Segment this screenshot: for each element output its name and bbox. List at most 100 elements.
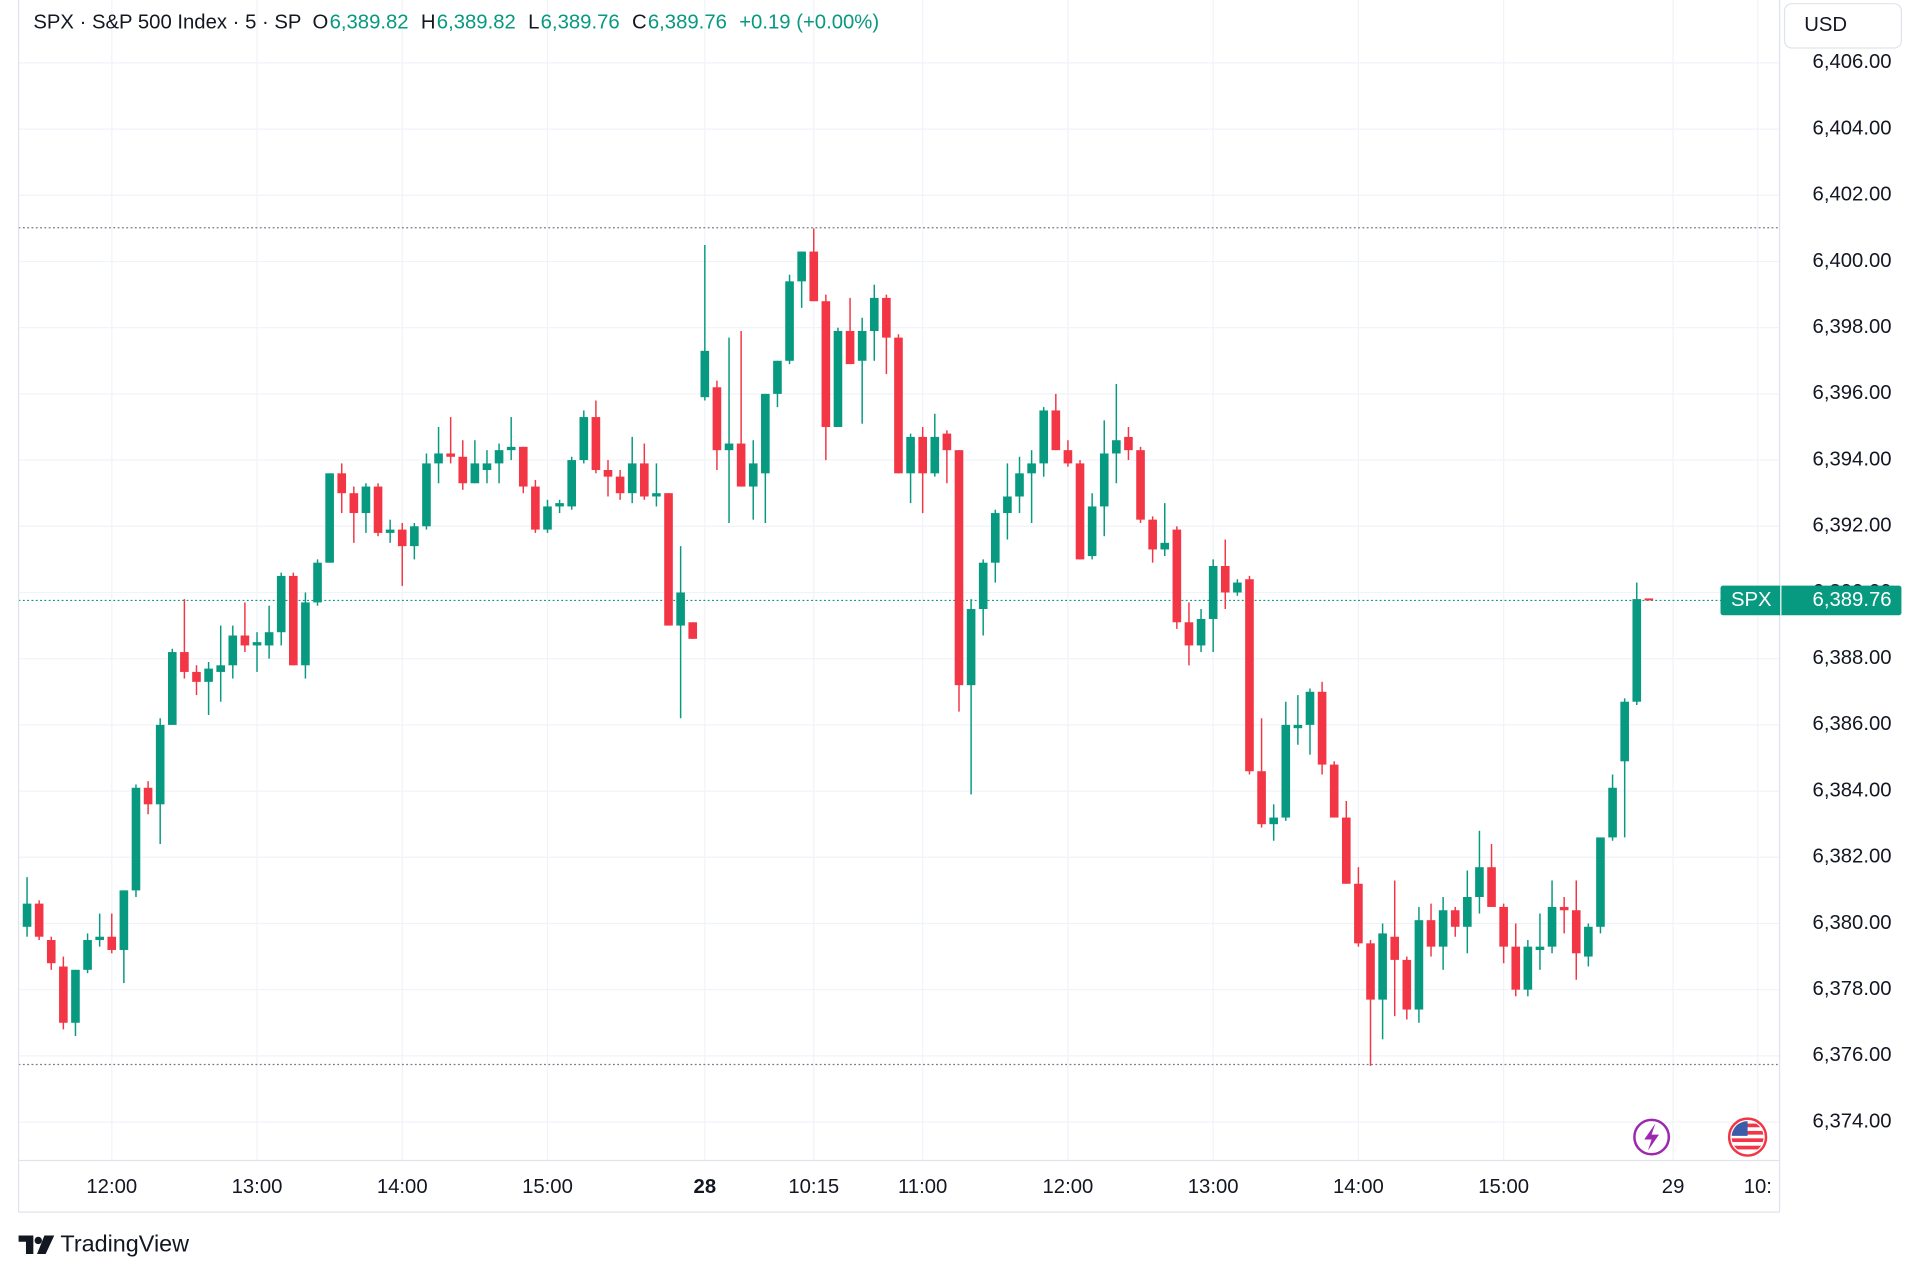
- candle-body: [785, 281, 794, 361]
- candle-body: [1233, 582, 1242, 593]
- candle-body: [119, 890, 129, 950]
- x-tick-label: 14:00: [377, 1176, 428, 1198]
- candle-body: [942, 433, 952, 451]
- candle-body: [1305, 691, 1315, 725]
- candle-body: [143, 787, 153, 805]
- legend-field-value: 6,389.82: [330, 12, 409, 34]
- candle-body: [337, 473, 347, 494]
- candle-body: [1608, 787, 1617, 838]
- candle-body: [1196, 618, 1206, 646]
- country-flag-icon[interactable]: [1727, 1117, 1768, 1157]
- brand-logo: [18, 1235, 55, 1255]
- candle-body: [652, 493, 661, 497]
- candle-body: [1390, 936, 1400, 960]
- candle-body: [1426, 920, 1436, 947]
- candle-body: [1571, 910, 1581, 954]
- candle-body: [192, 671, 201, 682]
- legend-field-value: 6,389.76: [541, 12, 620, 34]
- candle-body: [1027, 463, 1036, 474]
- candle-body: [1559, 906, 1569, 911]
- last-price-box: [1720, 585, 1902, 616]
- candle-body: [906, 436, 915, 474]
- candle-body: [990, 513, 1000, 563]
- candle-body: [482, 463, 492, 471]
- candle-body: [821, 301, 831, 427]
- candle-body: [1414, 920, 1424, 1010]
- x-tick-label: 12:00: [86, 1176, 137, 1198]
- candle-body: [1450, 910, 1460, 927]
- y-tick-label: 6,378.00: [1813, 978, 1892, 1000]
- y-tick-label: 6,396.00: [1813, 382, 1892, 404]
- y-tick-label: 6,376.00: [1813, 1044, 1892, 1066]
- candle-body: [204, 668, 213, 682]
- candle-body: [748, 463, 758, 487]
- y-tick-label: 6,392.00: [1813, 515, 1892, 537]
- candle-body: [603, 470, 613, 477]
- candle-body: [1099, 453, 1109, 507]
- candle-body: [797, 251, 806, 282]
- candle-body: [615, 476, 625, 494]
- candle-body: [567, 460, 576, 507]
- candle-body: [373, 486, 383, 533]
- candle-body: [325, 473, 334, 563]
- candle-body: [640, 463, 649, 497]
- candle-body: [155, 724, 165, 805]
- legend-field-label: H: [421, 12, 436, 34]
- y-tick-label: 6,404.00: [1813, 117, 1892, 139]
- candle-body: [1051, 410, 1061, 451]
- event-icon[interactable]: [1633, 1118, 1671, 1156]
- candle-body: [167, 652, 177, 725]
- candle-body: [882, 297, 891, 338]
- x-tick-label: 10:: [1744, 1176, 1772, 1198]
- currency-box[interactable]: [1783, 3, 1903, 49]
- candle-body: [1378, 933, 1387, 1000]
- candle-body: [349, 493, 359, 514]
- candle-body: [22, 903, 32, 927]
- candle-body: [869, 297, 879, 331]
- candle-body: [833, 330, 843, 427]
- candle-body: [857, 330, 867, 361]
- candle-body: [83, 940, 92, 970]
- candle-body: [1293, 724, 1303, 729]
- y-tick-label: 6,406.00: [1813, 51, 1892, 73]
- candle-body: [264, 632, 274, 646]
- candle-body: [1366, 943, 1375, 1000]
- candle-body: [1003, 496, 1012, 514]
- candle-body: [1487, 867, 1496, 907]
- candle-body: [954, 450, 964, 686]
- y-tick-label: 6,402.00: [1813, 184, 1892, 206]
- x-tick-label: 13:00: [1188, 1176, 1239, 1198]
- x-tick-label: 12:00: [1043, 1176, 1094, 1198]
- candle-body: [1317, 691, 1327, 765]
- legend-field-label: O: [313, 12, 329, 34]
- candle-body: [216, 665, 226, 672]
- x-tick-label: 15:00: [522, 1176, 573, 1198]
- y-tick-label: 6,382.00: [1813, 846, 1892, 868]
- candle-body: [446, 453, 455, 457]
- candle-body: [1075, 463, 1085, 560]
- currency[interactable]: USD: [1804, 14, 1847, 36]
- candles: [22, 228, 1654, 1066]
- candle-body: [313, 562, 322, 603]
- candle-body: [107, 936, 117, 950]
- y-tick-label: 6,388.00: [1813, 647, 1892, 669]
- candle-body: [1535, 946, 1545, 950]
- candle-body: [1281, 724, 1291, 818]
- candle-body: [71, 969, 80, 1023]
- candle-body: [712, 387, 722, 451]
- legend-title: SPX · S&P 500 Index · 5 · SP: [33, 12, 301, 34]
- candle-body: [1596, 837, 1605, 927]
- candle-body: [1584, 926, 1593, 957]
- candle-body: [518, 446, 528, 487]
- candle-body: [1136, 450, 1145, 520]
- y-tick-label: 6,394.00: [1813, 448, 1892, 470]
- candle-body: [131, 787, 141, 891]
- candle-body: [1208, 566, 1218, 619]
- candle-body: [95, 936, 104, 941]
- candle-body: [301, 602, 310, 666]
- candle-body: [1499, 906, 1508, 947]
- candle-body: [688, 622, 698, 639]
- candle-body: [531, 486, 540, 530]
- candle-body: [1160, 542, 1170, 550]
